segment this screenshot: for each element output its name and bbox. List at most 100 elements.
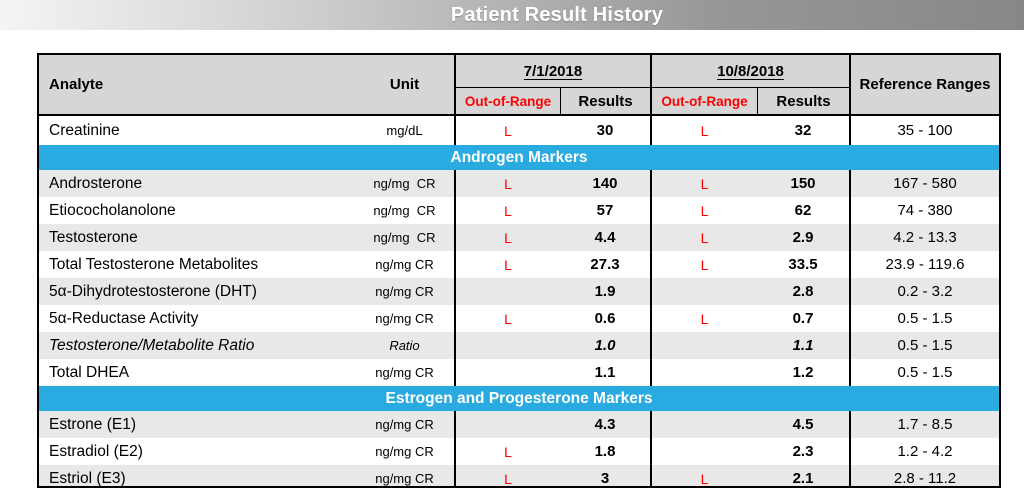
out-of-range-2 (650, 438, 757, 465)
out-of-range-1: L (454, 197, 560, 224)
analyte-name: Estrone (E1) (49, 415, 137, 433)
title-bar: Patient Result History (0, 0, 1024, 30)
unit-value: ng/mg CR (373, 230, 436, 245)
reference-range: 0.5 - 1.5 (849, 305, 999, 332)
analyte-name: Etiococholanolone (49, 201, 176, 219)
column-header-reference-ranges: Reference Ranges (849, 55, 999, 114)
out-of-range-1 (454, 278, 560, 305)
result-1: 1.9 (594, 283, 616, 300)
reference-range: 35 - 100 (849, 116, 999, 145)
result-2: 33.5 (788, 256, 818, 273)
analyte-name: Estriol (E3) (49, 469, 126, 487)
table-row: Estrone (E1) ng/mg CR 4.3 4.5 1.7 - 8.5 (39, 411, 999, 438)
result-2: 150 (790, 175, 816, 192)
reference-range: 0.2 - 3.2 (849, 278, 999, 305)
table-row: Total DHEA ng/mg CR 1.1 1.2 0.5 - 1.5 (39, 359, 999, 386)
page-title: Patient Result History (450, 3, 664, 26)
out-of-range-2 (650, 359, 757, 386)
out-of-range-2: L (650, 305, 757, 332)
result-1: 57 (596, 202, 614, 219)
result-1: 27.3 (590, 256, 620, 273)
out-of-range-2: L (650, 465, 757, 486)
analyte-name: 5α-Reductase Activity (49, 309, 199, 327)
section-row: Estrogen and Progesterone Markers (39, 386, 999, 411)
unit-value: ng/mg CR (375, 284, 434, 299)
out-of-range-1: L (454, 305, 560, 332)
out-of-range-1: L (454, 251, 560, 278)
reference-range: 23.9 - 119.6 (849, 251, 999, 278)
unit-value: Ratio (389, 338, 420, 353)
result-1: 4.4 (594, 229, 616, 246)
result-1: 1.0 (594, 337, 616, 354)
table-row: Androsterone ng/mg CR L 140 L 150 167 - … (39, 170, 999, 197)
out-of-range-2 (650, 278, 757, 305)
analyte-name: Androsterone (49, 174, 143, 192)
out-of-range-2 (650, 411, 757, 438)
column-header-unit: Unit (389, 76, 420, 93)
out-of-range-2: L (650, 197, 757, 224)
table-row: 5α-Dihydrotestosterone (DHT) ng/mg CR 1.… (39, 278, 999, 305)
table-row: Creatinine mg/dL L 30 L 32 35 - 100 (39, 116, 999, 145)
result-2: 62 (794, 202, 812, 219)
out-of-range-1 (454, 332, 560, 359)
out-of-range-1: L (454, 116, 560, 145)
section-label: Androgen Markers (450, 148, 588, 166)
result-2: 1.2 (792, 364, 814, 381)
result-1: 140 (592, 175, 618, 192)
result-1: 4.3 (594, 416, 616, 433)
out-of-range-1: L (454, 438, 560, 465)
reference-range: 2.8 - 11.2 (849, 465, 999, 486)
analyte-name: Creatinine (49, 121, 120, 139)
column-header-results-2: Results (757, 88, 849, 114)
table-row: Estradiol (E2) ng/mg CR L 1.8 2.3 1.2 - … (39, 438, 999, 465)
reference-range: 1.7 - 8.5 (849, 411, 999, 438)
out-of-range-1: L (454, 170, 560, 197)
unit-value: ng/mg CR (375, 311, 434, 326)
column-header-out-of-range-2: Out-of-Range (650, 88, 757, 114)
result-1: 1.8 (594, 443, 616, 460)
section-label: Estrogen and Progesterone Markers (385, 389, 653, 407)
result-2: 0.7 (792, 310, 814, 327)
out-of-range-2 (650, 332, 757, 359)
column-header-out-of-range-1: Out-of-Range (454, 88, 560, 114)
table-row: 5α-Reductase Activity ng/mg CR L 0.6 L 0… (39, 305, 999, 332)
out-of-range-2: L (650, 251, 757, 278)
reference-range: 74 - 380 (849, 197, 999, 224)
result-1: 3 (600, 470, 610, 487)
out-of-range-2: L (650, 170, 757, 197)
table-row: Total Testosterone Metabolites ng/mg CR … (39, 251, 999, 278)
out-of-range-1: L (454, 465, 560, 486)
reference-range: 167 - 580 (849, 170, 999, 197)
result-2: 2.8 (792, 283, 814, 300)
result-2: 2.9 (792, 229, 814, 246)
out-of-range-1 (454, 411, 560, 438)
patient-results-table: Analyte Unit 7/1/2018 10/8/2018 Referenc… (37, 53, 1001, 488)
out-of-range-2: L (650, 224, 757, 251)
result-2: 1.1 (792, 337, 814, 354)
unit-value: ng/mg CR (375, 365, 434, 380)
column-header-results-1: Results (560, 88, 650, 114)
column-header-analyte: Analyte (49, 76, 104, 93)
reference-range: 0.5 - 1.5 (849, 332, 999, 359)
unit-value: ng/mg CR (375, 444, 434, 459)
analyte-name: Total Testosterone Metabolites (49, 255, 259, 273)
unit-value: ng/mg CR (375, 471, 434, 486)
analyte-name: Estradiol (E2) (49, 442, 143, 460)
column-header-date-1: 7/1/2018 (454, 55, 650, 88)
result-2: 2.3 (792, 443, 814, 460)
reference-range: 4.2 - 13.3 (849, 224, 999, 251)
section-row: Androgen Markers (39, 145, 999, 170)
unit-value: mg/dL (386, 123, 423, 138)
out-of-range-2: L (650, 116, 757, 145)
analyte-name: Testosterone (49, 228, 138, 246)
analyte-name: Total DHEA (49, 363, 130, 381)
out-of-range-1 (454, 359, 560, 386)
result-1: 1.1 (594, 364, 616, 381)
table-row: Testosterone ng/mg CR L 4.4 L 2.9 4.2 - … (39, 224, 999, 251)
table-header: Analyte Unit 7/1/2018 10/8/2018 Referenc… (39, 55, 999, 116)
result-2: 32 (794, 122, 812, 139)
result-1: 0.6 (594, 310, 616, 327)
table-row: Estriol (E3) ng/mg CR L 3 L 2.1 2.8 - 11… (39, 465, 999, 487)
unit-value: ng/mg CR (375, 257, 434, 272)
result-2: 4.5 (792, 416, 814, 433)
